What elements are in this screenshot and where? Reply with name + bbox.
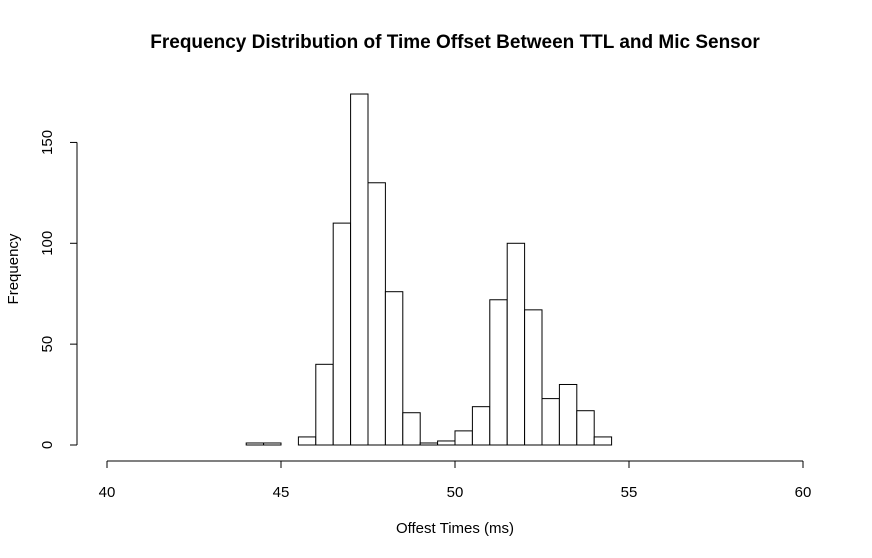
y-tick-label: 50 [39, 336, 56, 353]
x-tick-label: 60 [795, 484, 812, 501]
x-axis-label: Offest Times (ms) [396, 520, 514, 537]
histogram-bar [454, 430, 473, 446]
x-tick-label: 50 [447, 484, 464, 501]
histogram-bar [315, 363, 334, 446]
histogram-bar [367, 182, 386, 446]
x-tick-label: 40 [99, 484, 116, 501]
histogram-bar [558, 383, 578, 446]
bars-group [245, 93, 613, 446]
histogram-bar [471, 406, 491, 446]
x-axis: 40 45 50 55 60 [99, 460, 812, 501]
histogram-bar [402, 412, 421, 446]
histogram-bar [593, 436, 613, 446]
histogram-bar [489, 299, 508, 446]
histogram-bar [419, 442, 439, 446]
histogram-bar [437, 440, 456, 446]
y-axis: 0 50 100 150 [39, 130, 78, 449]
histogram-bar [506, 242, 526, 446]
y-tick-label: 0 [39, 441, 56, 449]
histogram-bar [350, 93, 369, 446]
histogram-bar [245, 442, 265, 446]
y-tick-label: 150 [39, 130, 56, 155]
histogram-bar [576, 410, 595, 446]
histogram-bar [332, 222, 352, 446]
y-tick-label: 100 [39, 231, 56, 256]
histogram-bar [541, 398, 560, 446]
x-tick-label: 55 [621, 484, 638, 501]
histogram-bar [524, 309, 543, 446]
histogram-bar [297, 436, 317, 446]
chart-title: Frequency Distribution of Time Offset Be… [150, 32, 760, 53]
y-axis-label: Frequency [5, 233, 22, 304]
x-tick-label: 45 [273, 484, 290, 501]
histogram-bar [263, 442, 282, 446]
histogram-bar [384, 291, 404, 446]
